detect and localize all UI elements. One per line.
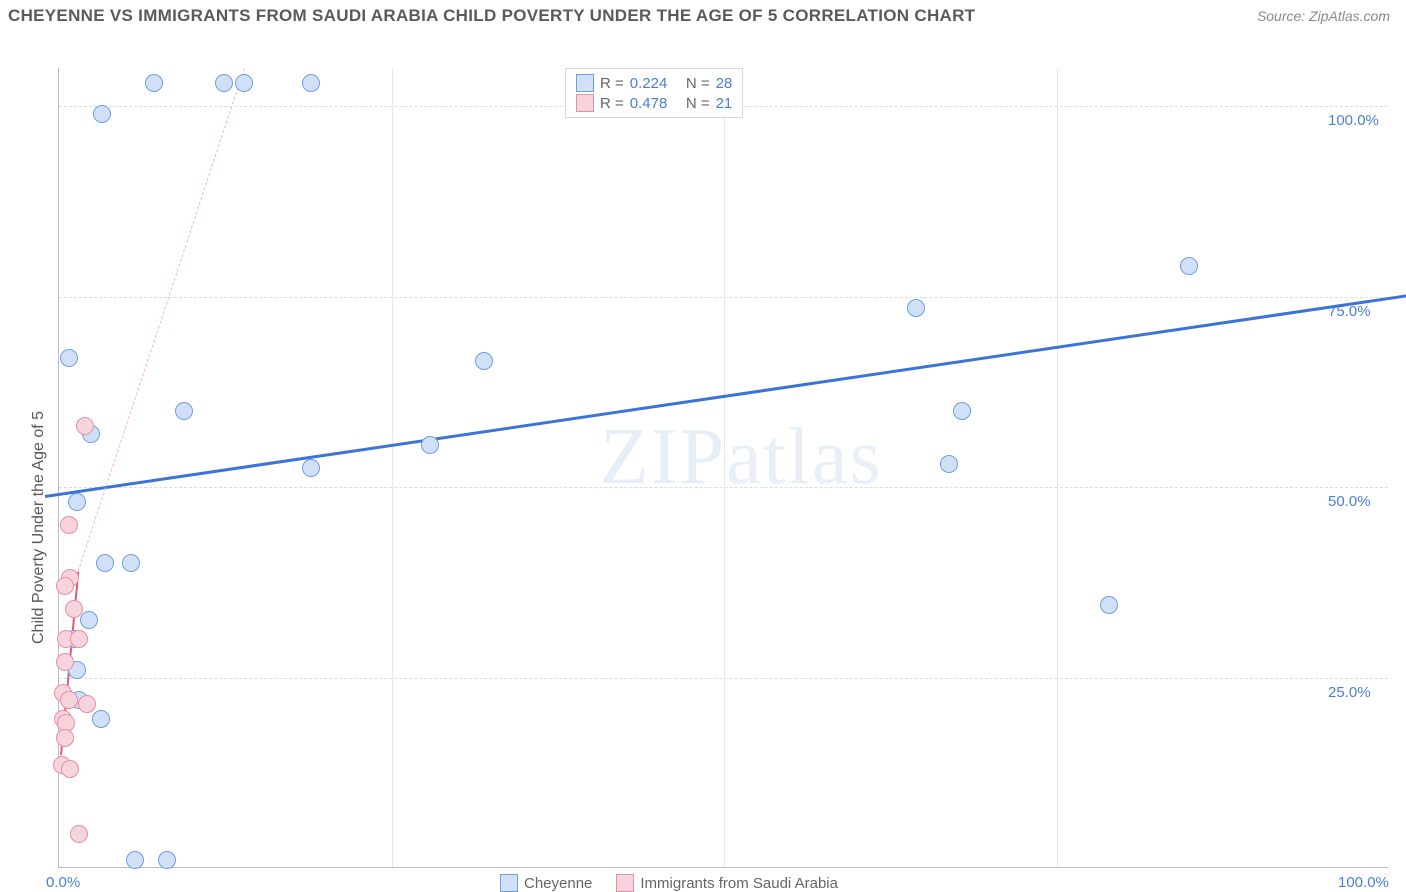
data-point (78, 695, 96, 713)
data-point (92, 710, 110, 728)
header: CHEYENNE VS IMMIGRANTS FROM SAUDI ARABIA… (0, 0, 1406, 28)
data-point (235, 74, 253, 92)
legend-r-label: R = (600, 75, 624, 92)
correlation-legend: R = 0.224 N = 28 R = 0.478 N = 21 (565, 68, 743, 118)
data-point (56, 653, 74, 671)
data-point (56, 729, 74, 747)
data-point (940, 455, 958, 473)
data-point (93, 105, 111, 123)
data-point (1180, 257, 1198, 275)
data-point (1100, 596, 1118, 614)
legend-label: Immigrants from Saudi Arabia (640, 875, 838, 892)
y-axis-title: Child Poverty Under the Age of 5 (30, 411, 48, 644)
y-tick-label: 50.0% (1328, 493, 1371, 510)
data-point (175, 402, 193, 420)
legend-row: R = 0.224 N = 28 (576, 73, 732, 93)
data-point (68, 493, 86, 511)
data-point (56, 577, 74, 595)
legend-swatch (576, 74, 594, 92)
data-point (158, 851, 176, 869)
series-legend: Cheyenne Immigrants from Saudi Arabia (500, 874, 838, 892)
data-point (76, 417, 94, 435)
chart-title: CHEYENNE VS IMMIGRANTS FROM SAUDI ARABIA… (8, 6, 975, 26)
data-point (80, 611, 98, 629)
data-point (126, 851, 144, 869)
legend-item: Cheyenne (500, 874, 592, 892)
legend-label: Cheyenne (524, 875, 592, 892)
data-point (70, 630, 88, 648)
gridline-v (392, 68, 393, 867)
x-tick-label: 100.0% (1338, 874, 1389, 891)
data-point (907, 299, 925, 317)
data-point (302, 459, 320, 477)
source-label: Source: ZipAtlas.com (1257, 8, 1390, 24)
data-point (122, 554, 140, 572)
x-tick-label: 0.0% (46, 874, 80, 891)
data-point (475, 352, 493, 370)
legend-row: R = 0.478 N = 21 (576, 93, 732, 113)
data-point (953, 402, 971, 420)
data-point (60, 691, 78, 709)
legend-r-value: 0.478 (630, 95, 668, 112)
legend-item: Immigrants from Saudi Arabia (616, 874, 838, 892)
legend-swatch (576, 94, 594, 112)
legend-n-label: N = (673, 95, 709, 112)
legend-n-value: 21 (716, 95, 733, 112)
data-point (60, 349, 78, 367)
data-point (145, 74, 163, 92)
data-point (60, 516, 78, 534)
gridline-v (724, 68, 725, 867)
legend-swatch (500, 874, 518, 892)
data-point (421, 436, 439, 454)
data-point (65, 600, 83, 618)
legend-r-label: R = (600, 95, 624, 112)
legend-n-label: N = (673, 75, 709, 92)
data-point (61, 760, 79, 778)
legend-swatch (616, 874, 634, 892)
y-tick-label: 100.0% (1328, 112, 1379, 129)
legend-n-value: 28 (716, 75, 733, 92)
data-point (215, 74, 233, 92)
data-point (96, 554, 114, 572)
gridline-v (1057, 68, 1058, 867)
data-point (70, 825, 88, 843)
data-point (302, 74, 320, 92)
plot-area (58, 68, 1388, 868)
legend-r-value: 0.224 (630, 75, 668, 92)
y-tick-label: 25.0% (1328, 684, 1371, 701)
